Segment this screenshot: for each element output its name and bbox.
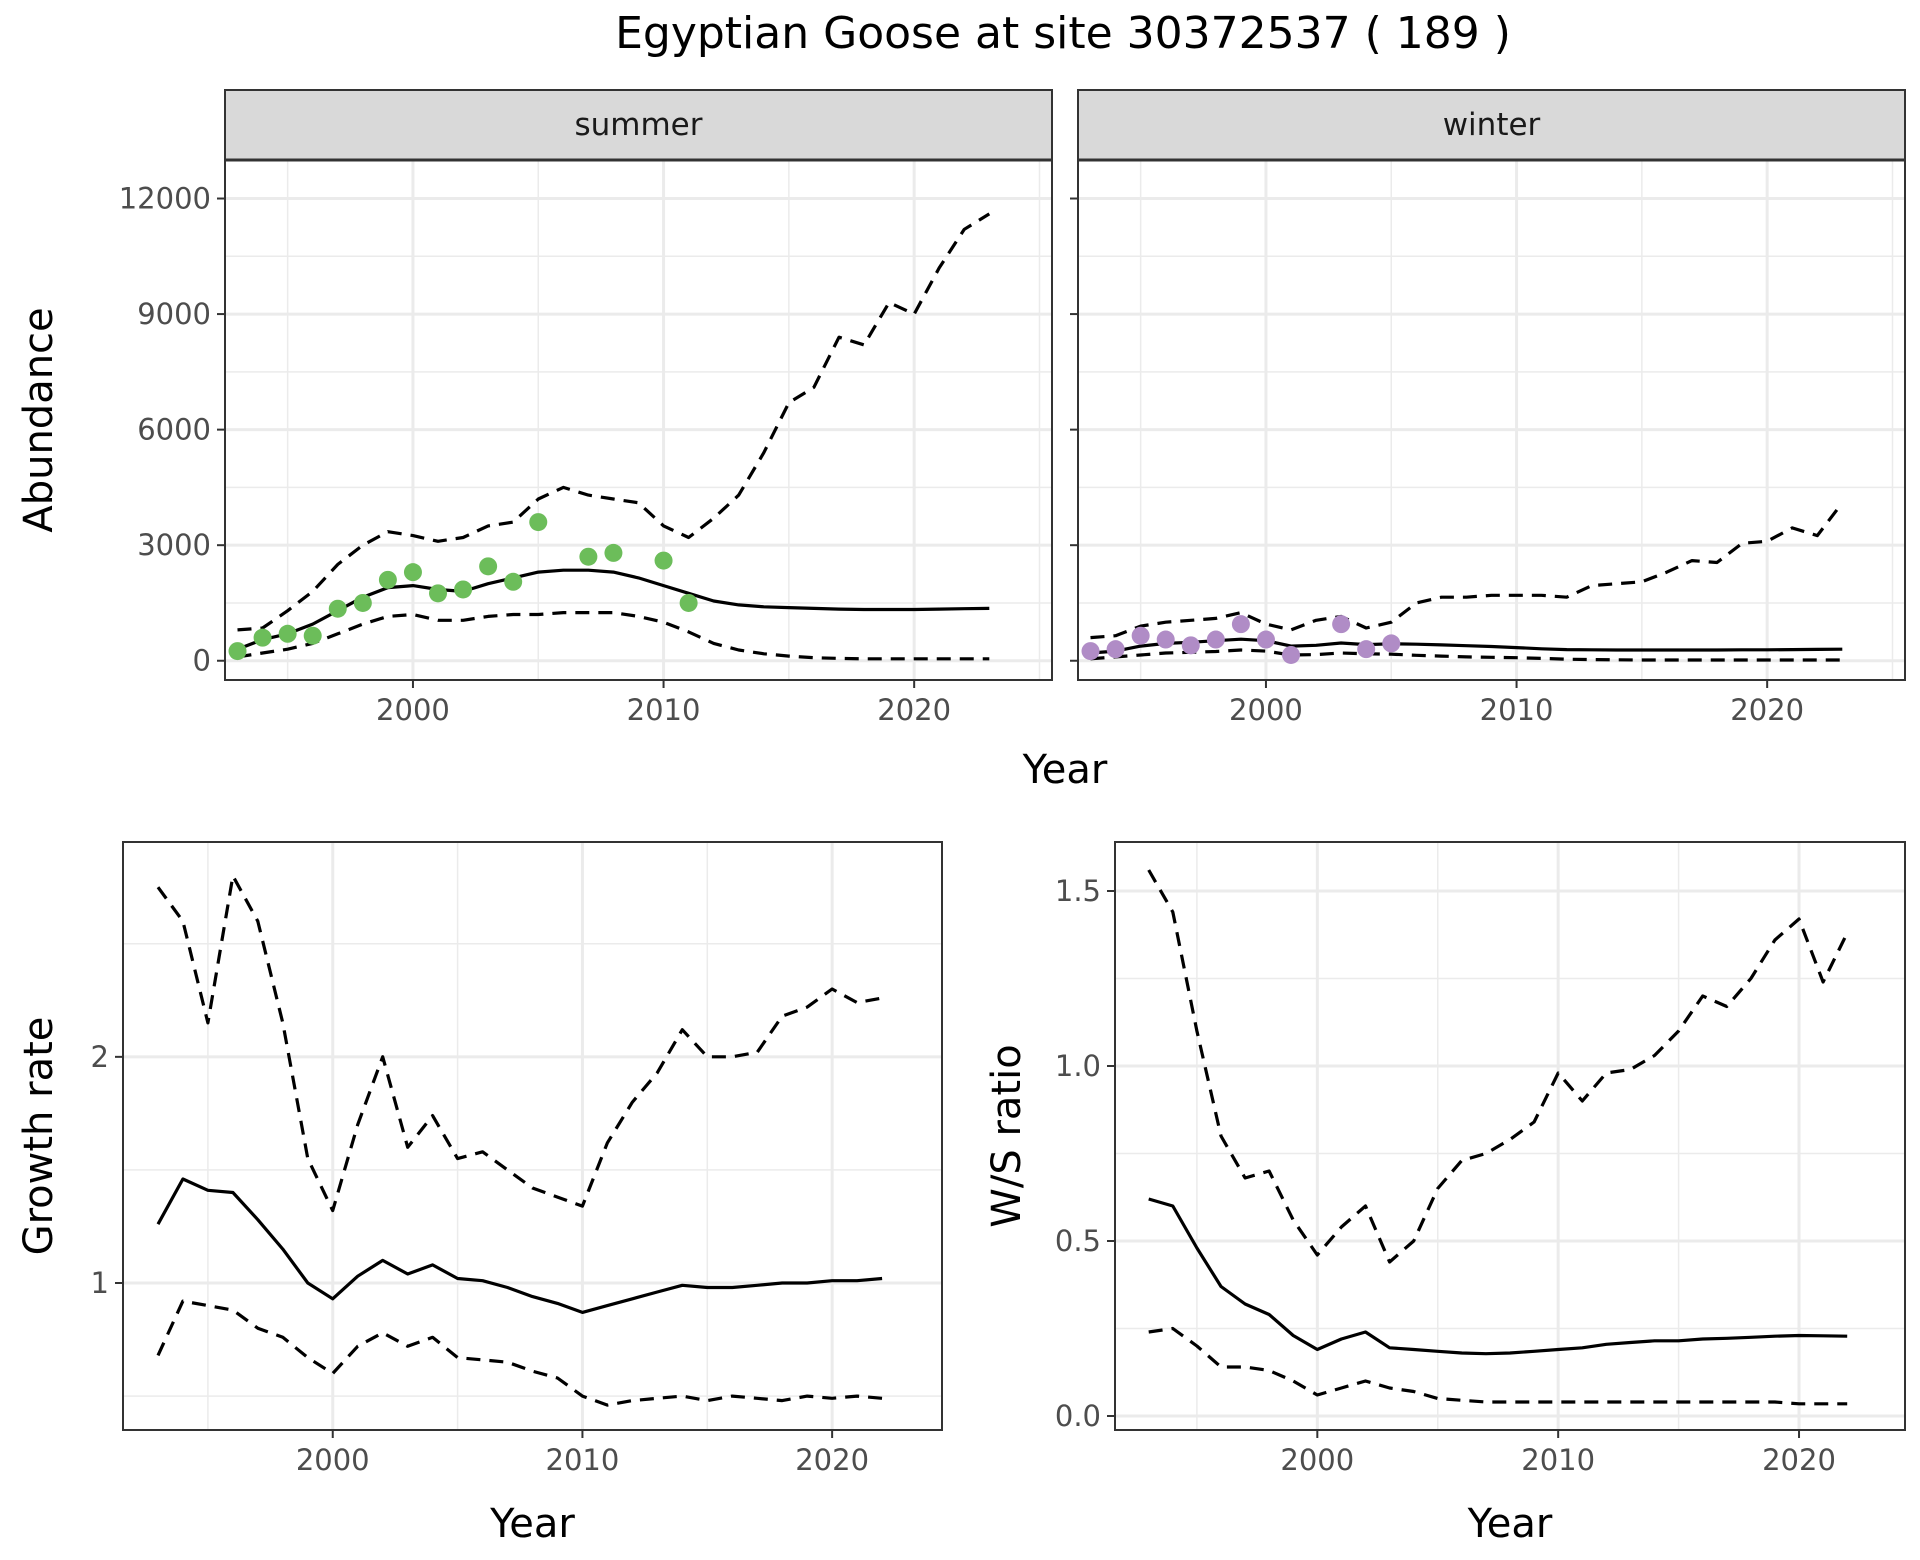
panel-background	[1115, 842, 1905, 1430]
x-tick-label: 2020	[877, 693, 951, 727]
ci-line-winter-1	[1090, 501, 1844, 640]
x-tick-label: 2010	[627, 693, 701, 727]
x-tick-label: 2020	[1762, 1443, 1836, 1477]
data-point	[454, 580, 473, 599]
ci-line-winter-2	[1090, 648, 1843, 662]
y-tick-label: 6000	[137, 413, 211, 447]
x-axis-title: Year	[489, 1501, 575, 1547]
data-point	[654, 551, 673, 570]
data-point	[429, 584, 448, 603]
y-axis-title: W/S ratio	[984, 1044, 1030, 1227]
ci-line-growth-1	[156, 874, 883, 1213]
data-point	[353, 593, 372, 612]
panel-background	[123, 842, 942, 1430]
y-tick-label: 0.5	[1055, 1224, 1101, 1258]
panel-ratio: 2000 2010 2020 0.0 0.5 1.0 1.5 Year W/S ratio	[984, 841, 1906, 1547]
data-point	[378, 570, 397, 589]
data-point	[1332, 615, 1351, 634]
panel-background	[225, 160, 1052, 680]
data-point	[679, 593, 698, 612]
ci-line-ratio-1	[1147, 869, 1849, 1264]
data-point	[479, 557, 498, 576]
data-point	[504, 572, 523, 591]
data-point	[328, 599, 347, 618]
x-axis-title: Year	[1467, 1501, 1553, 1547]
data-point	[1181, 636, 1200, 655]
data-point	[1156, 630, 1175, 649]
data-point	[529, 513, 548, 532]
x-tick-label: 2010	[1521, 1443, 1595, 1477]
ci-line-summer-1	[237, 212, 991, 632]
panel-border	[122, 841, 943, 1431]
data-point	[579, 547, 598, 566]
x-tick-label: 2010	[546, 1443, 620, 1477]
y-tick-label: 2	[91, 1040, 109, 1074]
x-tick-label: 2000	[376, 693, 450, 727]
x-tick-label: 2020	[795, 1443, 869, 1477]
y-tick-label: 1.5	[1055, 874, 1101, 908]
strip-label: summer	[574, 107, 702, 143]
data-point	[303, 626, 322, 645]
data-point	[1106, 640, 1125, 659]
y-axis-title: Growth rate	[16, 1017, 62, 1256]
data-point	[1282, 645, 1301, 664]
panel-winter: winter 2000 2010 2020	[1070, 89, 1906, 727]
y-tick-label: 1.0	[1055, 1049, 1101, 1083]
x-tick-label: 2000	[1229, 693, 1303, 727]
data-point	[1081, 642, 1100, 661]
y-axis-title: Abundance	[16, 307, 62, 532]
y-tick-label: 9000	[137, 297, 211, 331]
x-tick-label: 2020	[1730, 693, 1804, 727]
y-tick-label: 0	[193, 644, 211, 678]
panel-growth: 2000 2010 2020 1 2 Year Growth rate	[16, 841, 943, 1547]
y-tick-label: 12000	[119, 182, 211, 216]
data-point	[1256, 630, 1275, 649]
figure-title: Egyptian Goose at site 30372537 ( 189 )	[615, 8, 1511, 59]
data-point	[253, 628, 272, 647]
ci-line-growth-2	[156, 1299, 883, 1407]
data-point	[1231, 615, 1250, 634]
mean-line-growth-0	[156, 1177, 883, 1315]
panel-border	[1114, 841, 1906, 1431]
data-point	[278, 624, 297, 643]
y-tick-label: 0.0	[1055, 1399, 1101, 1433]
x-axis-title: Year	[1022, 747, 1108, 793]
data-point	[228, 642, 247, 661]
x-tick-label: 2000	[296, 1443, 370, 1477]
panel-background	[1078, 160, 1905, 680]
strip-summer	[224, 89, 1053, 161]
strip-label: winter	[1443, 107, 1541, 143]
ci-line-ratio-2	[1148, 1326, 1848, 1406]
data-point	[403, 563, 422, 582]
data-point	[1206, 630, 1225, 649]
panel-summer: summer 2000 2010 2020 0 3000 6000 9000 12000 Year…	[16, 89, 1108, 793]
x-tick-label: 2000	[1280, 1443, 1354, 1477]
y-tick-label: 3000	[137, 528, 211, 562]
data-point	[604, 543, 623, 562]
y-tick-label: 1	[91, 1266, 109, 1300]
data-point	[1131, 626, 1150, 645]
mean-line-ratio-0	[1148, 1197, 1848, 1356]
data-point	[1382, 634, 1401, 653]
x-tick-label: 2010	[1480, 693, 1554, 727]
data-point	[1357, 640, 1376, 659]
